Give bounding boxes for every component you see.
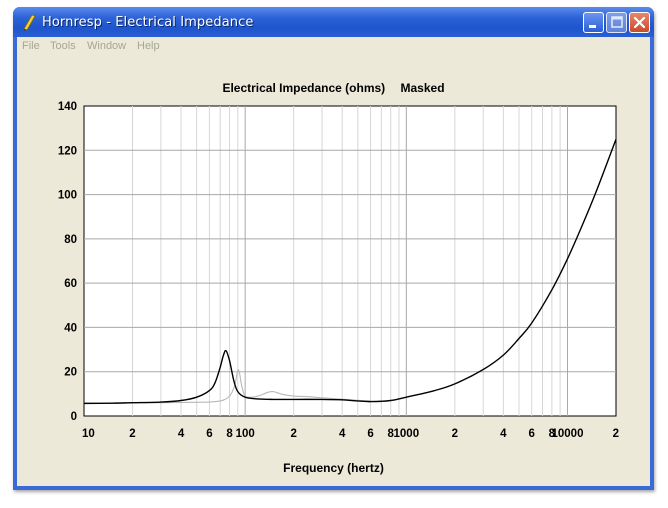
chart-subtitle: Masked xyxy=(400,81,445,95)
x-tick-label: 6 xyxy=(206,428,212,440)
x-tick-label: 8 xyxy=(549,428,556,440)
y-tick-label: 20 xyxy=(64,367,77,379)
x-axis-label: Frequency (hertz) xyxy=(283,461,384,475)
title-bar[interactable]: Hornresp - Electrical Impedance xyxy=(13,7,654,37)
hornresp-window: Hornresp - Electrical Impedance File Too… xyxy=(13,7,654,490)
y-tick-label: 60 xyxy=(64,278,77,290)
x-tick-label: 6 xyxy=(529,428,535,440)
menu-help[interactable]: Help xyxy=(137,40,160,52)
close-button[interactable] xyxy=(629,12,650,33)
x-tick-label: 8 xyxy=(226,428,233,440)
y-axis-ticks: 0 20 40 60 80 100 120 140 xyxy=(58,101,77,423)
minimize-icon xyxy=(589,25,596,28)
x-tick-label: 6 xyxy=(367,428,373,440)
menu-tools[interactable]: Tools xyxy=(50,40,76,52)
window-title: Hornresp - Electrical Impedance xyxy=(42,15,254,30)
maximize-button[interactable] xyxy=(606,12,627,33)
x-tick-label: 2 xyxy=(290,428,296,440)
menu-file[interactable]: File xyxy=(22,40,40,52)
x-tick-label: 10000 xyxy=(551,428,583,440)
y-tick-label: 40 xyxy=(64,322,77,334)
minimize-button[interactable] xyxy=(583,12,604,33)
plot-area xyxy=(83,105,617,417)
masked-curve xyxy=(83,369,371,404)
chart-title: Electrical Impedance (ohms) Masked xyxy=(17,81,650,95)
chart-title-text: Electrical Impedance (ohms) xyxy=(222,81,386,95)
app-icon xyxy=(23,14,36,31)
menu-window[interactable]: Window xyxy=(87,40,127,52)
curves xyxy=(83,138,617,405)
menu-bar: File Tools Window Help xyxy=(17,37,650,55)
x-tick-label: 10 xyxy=(82,428,95,440)
grid-lines xyxy=(84,106,616,416)
x-tick-label: 2 xyxy=(129,428,135,440)
x-tick-label: 8 xyxy=(388,428,395,440)
x-tick-label: 4 xyxy=(339,428,346,440)
y-tick-label: 140 xyxy=(58,101,77,113)
x-tick-label: 2 xyxy=(613,428,619,440)
client-area: File Tools Window Help Electrical Impeda… xyxy=(17,37,650,486)
y-tick-label: 80 xyxy=(64,234,77,246)
y-tick-label: 120 xyxy=(58,145,77,157)
impedance-curve xyxy=(83,138,617,405)
x-tick-label: 4 xyxy=(500,428,507,440)
y-tick-label: 0 xyxy=(71,411,77,423)
close-icon xyxy=(633,16,646,29)
x-tick-label: 2 xyxy=(452,428,458,440)
maximize-icon xyxy=(611,16,623,28)
x-tick-label: 4 xyxy=(178,428,185,440)
x-tick-label: 100 xyxy=(236,428,255,440)
y-tick-label: 100 xyxy=(58,190,77,202)
x-tick-label: 1000 xyxy=(394,428,420,440)
